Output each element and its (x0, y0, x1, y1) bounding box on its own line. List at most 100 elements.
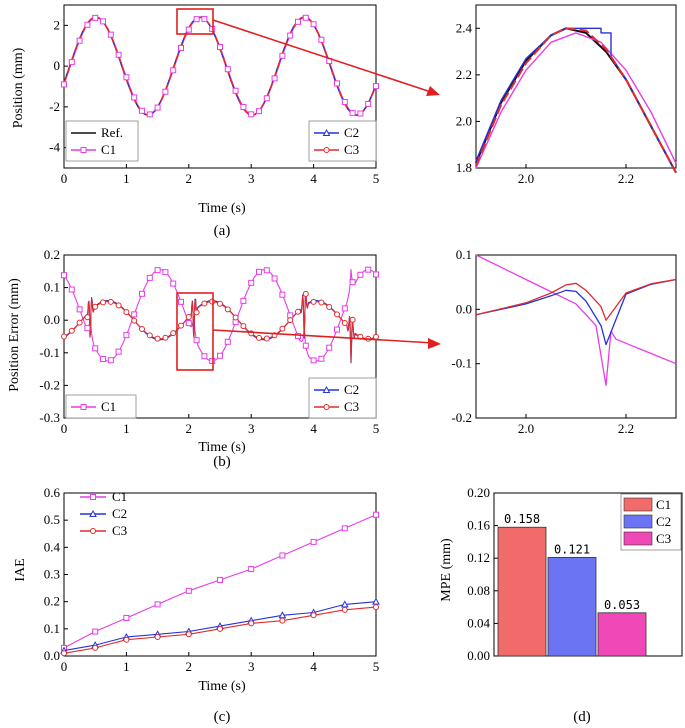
c1-marker (146, 111, 153, 118)
c1-marker (209, 357, 216, 364)
caption-a: (a) (214, 223, 231, 239)
c1-marker (217, 43, 223, 50)
c1-marker (310, 21, 317, 28)
c3-marker (318, 299, 325, 306)
panel-a-xtick-label: 5 (373, 171, 380, 186)
legend-swatch (623, 531, 653, 546)
panel-d-ytick-label: 0.20 (467, 485, 490, 500)
c1-iae-marker (92, 628, 99, 635)
c1-iae-marker (341, 525, 348, 532)
c1-marker (154, 267, 161, 274)
panel-a-zoom-ytick-label: 2.2 (456, 67, 472, 82)
panel-a-ylabel: Position (mm) (11, 47, 26, 128)
legend-entry: C2 (656, 514, 671, 529)
c1-marker (170, 280, 177, 287)
c1-marker (162, 269, 169, 276)
c1-marker (240, 297, 247, 304)
legend-entry: C1 (112, 489, 127, 504)
c3-iae-marker (92, 644, 99, 651)
c3-marker (61, 333, 67, 340)
c1-marker (295, 18, 301, 25)
c1-marker (334, 80, 340, 87)
c3-marker (232, 314, 239, 321)
zoom-arrowhead-a (426, 86, 440, 96)
legend-swatch (623, 497, 653, 512)
panel-b-zoom-ytick-label: -0.1 (451, 356, 472, 371)
c3-iae-marker (373, 604, 379, 611)
panel-b-zoom-xtick-label: 2.0 (518, 421, 534, 436)
caption-d: (d) (573, 709, 591, 725)
legend-marker (80, 404, 87, 410)
c1-marker (178, 298, 184, 305)
panel-d-ytick-label: 0.08 (467, 583, 490, 598)
c1-marker (248, 279, 255, 286)
c1-marker (146, 274, 153, 281)
c3-marker (146, 332, 153, 339)
legend-marker (89, 509, 97, 517)
c1-iae-marker (279, 552, 286, 559)
c3-marker (68, 327, 75, 334)
c1-marker (170, 67, 177, 74)
panel-b-error-chart: Position Error (mm) Time (s) (b) 0 1 2 3 4 5 -… (7, 247, 379, 470)
c1-marker (92, 345, 99, 352)
c3-marker (76, 319, 83, 326)
c1-marker (139, 290, 145, 297)
c1-marker (115, 51, 122, 58)
c3-marker (224, 306, 231, 313)
legend-swatch (623, 514, 653, 529)
c1-marker (287, 312, 294, 319)
c3-marker (256, 334, 262, 341)
caption-b: (b) (213, 454, 231, 470)
c1-iae-marker (248, 566, 255, 573)
legend-box (65, 394, 137, 419)
legend-entry: C3 (344, 142, 359, 157)
c1-marker (373, 83, 379, 90)
panel-b-ytick-label: 0.1 (44, 280, 60, 295)
panel-d-mpe-chart: MPE (mm) (d) 0.00 0.04 0.08 0.12 0.16 0.20 0.1… (439, 485, 683, 725)
c3-iae-marker (310, 612, 317, 619)
c3-marker (131, 317, 138, 324)
zoom-arrowhead-b (428, 338, 441, 349)
panel-b-ytick-label: -0.3 (39, 410, 60, 425)
panel-b-ylabel: Position Error (mm) (7, 278, 22, 392)
c1-iae-marker (185, 587, 192, 594)
legend-entry: C2 (112, 506, 127, 521)
legend-marker (323, 404, 330, 410)
legend-box (308, 377, 377, 419)
panel-b-zoom-ytick-label: -0.2 (451, 410, 472, 425)
panel-b-zoom-chart: 2.0 2.2 -0.2 -0.1 0.0 0.1 (451, 247, 677, 436)
panel-c-ytick-label: 0.1 (44, 621, 60, 636)
c3-marker (139, 325, 145, 332)
legend-entry: C2 (344, 125, 359, 140)
c1-marker (279, 291, 286, 298)
panel-c-xtick-label: 1 (123, 659, 130, 674)
legend-marker (323, 147, 330, 153)
c1-marker (349, 109, 356, 116)
c3-marker (279, 325, 286, 332)
panel-b-xtick-label: 5 (373, 421, 380, 436)
c3-marker (240, 323, 247, 330)
c1-marker (123, 332, 130, 339)
bar-c2 (547, 556, 597, 657)
caption-c: (c) (214, 709, 231, 725)
c1-marker (334, 326, 340, 333)
c2-zoom-error-line (475, 278, 677, 346)
legend-entry: C3 (112, 523, 127, 538)
panel-d-ylabel: MPE (mm) (439, 538, 454, 602)
c1-marker (123, 74, 130, 81)
c1-marker (263, 95, 270, 102)
c1-marker (349, 279, 356, 286)
c1-marker (295, 333, 301, 340)
c1-marker (193, 337, 200, 344)
c3-iae-marker (123, 636, 130, 643)
c1-marker (115, 348, 122, 355)
zoom-box-b (176, 292, 214, 371)
panel-b-xtick-label: 0 (61, 421, 68, 436)
c3-marker (162, 334, 169, 341)
panel-b-xtick-label: 2 (186, 421, 193, 436)
c3-marker (295, 308, 301, 315)
c1-marker (61, 272, 67, 279)
c1-marker (68, 286, 75, 293)
panel-c-ytick-label: 0.2 (44, 594, 60, 609)
c3-marker (209, 298, 216, 305)
